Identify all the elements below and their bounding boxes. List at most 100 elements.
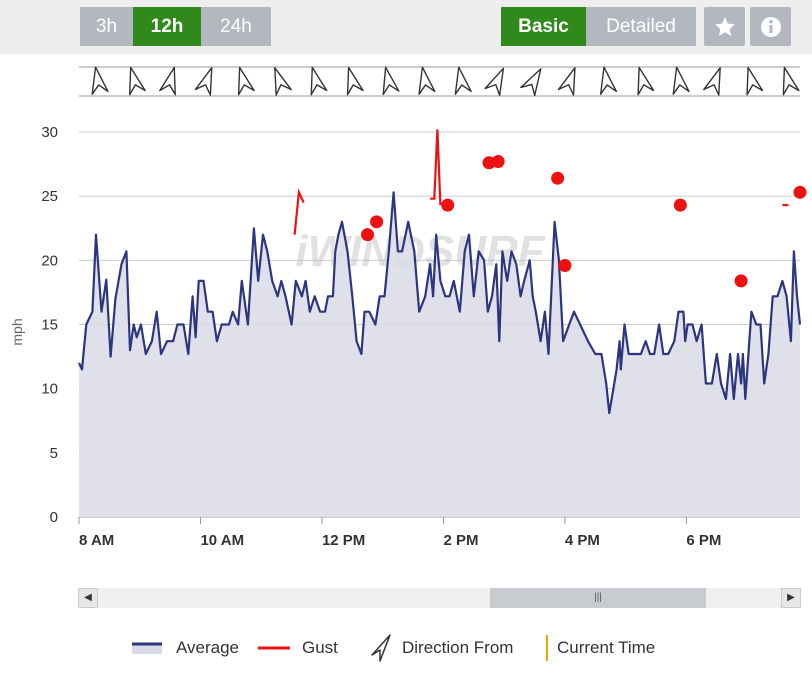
scroll-thumb[interactable]: ||| bbox=[490, 588, 706, 608]
direction-arrow-shape bbox=[599, 66, 618, 95]
direction-arrow-icon bbox=[599, 66, 618, 95]
direction-arrow-icon bbox=[672, 66, 690, 95]
x-axis: 8 AM 10 AM 12 PM 2 PM 4 PM 6 PM bbox=[78, 517, 721, 549]
direction-row bbox=[79, 66, 800, 97]
direction-arrow-icon bbox=[782, 66, 800, 96]
direction-arrow-shape bbox=[484, 67, 505, 96]
direction-arrow-shape bbox=[672, 66, 690, 95]
info-icon bbox=[760, 16, 781, 37]
favorite-button[interactable] bbox=[704, 7, 745, 46]
x-tick-label: 6 PM bbox=[686, 532, 721, 549]
direction-arrow-shape bbox=[128, 66, 146, 96]
info-button[interactable] bbox=[750, 7, 791, 46]
gust-point bbox=[551, 171, 565, 185]
gust-point bbox=[361, 228, 375, 242]
direction-arrow-icon bbox=[637, 66, 655, 96]
direction-arrow-icon bbox=[454, 66, 472, 95]
direction-arrow-shape bbox=[194, 67, 213, 96]
legend-average[interactable]: Average bbox=[132, 630, 239, 666]
average-line bbox=[78, 191, 802, 415]
y-tick-label: 30 bbox=[41, 124, 58, 141]
x-tick-label: 8 AM bbox=[79, 532, 114, 549]
legend-direction[interactable]: Direction From bbox=[370, 630, 513, 666]
direction-arrow-shape bbox=[746, 66, 764, 96]
x-tick-label: 4 PM bbox=[565, 532, 600, 549]
direction-arrow-shape bbox=[782, 66, 800, 96]
x-tick-label: 2 PM bbox=[443, 532, 478, 549]
direction-arrow-icon bbox=[371, 634, 391, 662]
direction-arrow-icon bbox=[194, 67, 213, 96]
direction-arrow-icon bbox=[746, 66, 764, 96]
direction-arrow-shape bbox=[520, 68, 542, 97]
tab-3h[interactable]: 3h bbox=[80, 7, 133, 46]
star-icon bbox=[714, 16, 735, 36]
direction-arrow-shape bbox=[557, 67, 576, 96]
mode-tabs: Basic Detailed bbox=[501, 7, 696, 46]
y-axis-label: mph bbox=[9, 318, 25, 345]
current-time-swatch bbox=[546, 635, 548, 661]
gust-point bbox=[793, 185, 807, 199]
direction-arrow-icon bbox=[520, 68, 542, 97]
direction-arrow-icon bbox=[382, 66, 400, 96]
time-scrollbar[interactable]: ◀ ||| ▶ bbox=[78, 588, 801, 608]
tab-24h[interactable]: 24h bbox=[201, 7, 271, 46]
direction-arrow-shape bbox=[454, 66, 472, 95]
direction-arrow-icon bbox=[703, 67, 721, 96]
direction-arrow-icon bbox=[346, 66, 364, 96]
direction-arrow-icon bbox=[274, 67, 292, 96]
direction-arrow-shape bbox=[91, 66, 109, 95]
average-swatch bbox=[132, 642, 162, 654]
direction-arrow-shape bbox=[159, 66, 176, 96]
direction-arrow-shape bbox=[418, 66, 436, 95]
tab-detailed[interactable]: Detailed bbox=[586, 7, 696, 46]
gust-line-segment bbox=[293, 188, 305, 235]
tab-12h[interactable]: 12h bbox=[133, 7, 201, 46]
gust-point bbox=[491, 155, 505, 169]
gust-marks bbox=[293, 129, 807, 288]
direction-arrow-shape bbox=[637, 66, 655, 96]
scroll-left-button[interactable]: ◀ bbox=[78, 588, 98, 608]
legend-direction-label: Direction From bbox=[402, 638, 514, 657]
x-tick-label: 10 AM bbox=[200, 532, 244, 549]
legend-average-label: Average bbox=[176, 638, 240, 657]
gust-line-segment bbox=[430, 129, 442, 206]
direction-arrow-icon bbox=[159, 66, 176, 96]
scroll-right-button[interactable]: ▶ bbox=[781, 588, 801, 608]
chart-legend: Average Gust Direction From Current Time bbox=[0, 630, 812, 666]
legend-current-time[interactable]: Current Time bbox=[545, 630, 655, 666]
y-tick-label: 10 bbox=[41, 381, 58, 398]
direction-arrow-icon bbox=[237, 66, 255, 96]
legend-gust-label: Gust bbox=[302, 638, 338, 657]
direction-arrow-icon bbox=[128, 66, 146, 96]
y-tick-label: 5 bbox=[50, 445, 58, 462]
y-tick-label: 15 bbox=[41, 317, 58, 334]
gust-swatch bbox=[258, 646, 290, 650]
legend-gust[interactable]: Gust bbox=[258, 630, 338, 666]
direction-arrow-icon bbox=[484, 67, 505, 96]
y-tick-label: 0 bbox=[50, 509, 58, 526]
y-axis: 0 5 10 15 20 25 30 bbox=[41, 124, 58, 526]
direction-arrow-icon bbox=[418, 66, 436, 95]
direction-arrow-shape bbox=[346, 66, 364, 96]
direction-arrow-icon bbox=[557, 67, 576, 96]
gust-point bbox=[558, 258, 572, 272]
direction-arrow-icon bbox=[310, 66, 328, 96]
gust-point bbox=[441, 198, 455, 212]
range-tabs: 3h 12h 24h bbox=[80, 7, 271, 46]
direction-arrow-icon bbox=[91, 66, 109, 95]
legend-current-time-label: Current Time bbox=[557, 638, 656, 657]
tab-basic[interactable]: Basic bbox=[501, 7, 586, 46]
direction-arrow-shape bbox=[382, 66, 400, 96]
direction-arrow-shape bbox=[310, 66, 328, 96]
gust-point bbox=[673, 198, 687, 212]
x-tick-label: 12 PM bbox=[322, 532, 365, 549]
toolbar: 3h 12h 24h Basic Detailed bbox=[0, 0, 812, 54]
gust-point bbox=[370, 215, 384, 229]
y-tick-label: 20 bbox=[41, 252, 58, 269]
direction-arrow-shape bbox=[237, 66, 255, 96]
gust-point bbox=[734, 274, 748, 288]
y-tick-label: 25 bbox=[41, 188, 58, 205]
direction-arrow-shape bbox=[274, 67, 292, 96]
direction-arrow-shape bbox=[703, 67, 721, 96]
